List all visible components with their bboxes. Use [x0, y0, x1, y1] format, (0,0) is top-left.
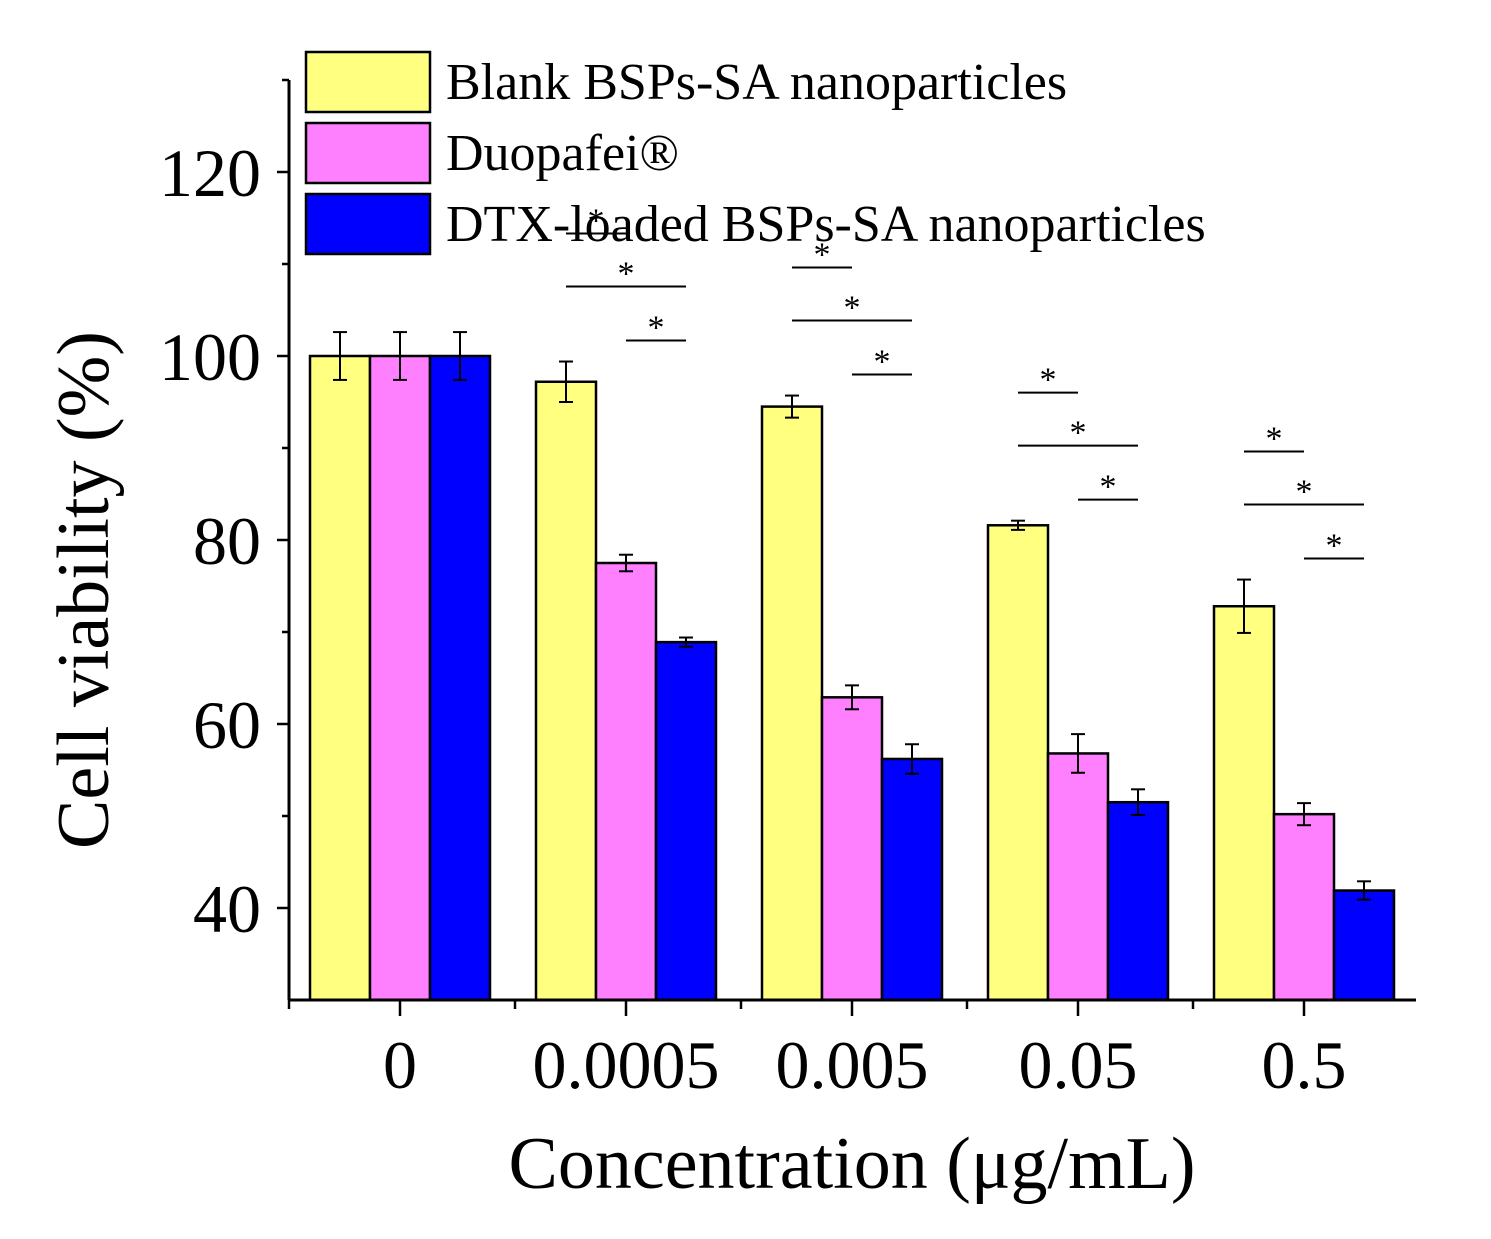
bar — [308, 354, 372, 1002]
error-bars-layer — [333, 331, 1371, 901]
legend-swatch — [304, 121, 432, 185]
legend-swatch — [304, 192, 432, 256]
bar — [594, 561, 658, 1002]
significance-star: * — [1326, 528, 1343, 565]
legend-label: Blank BSPs-SA nanoparticles — [446, 54, 1067, 111]
x-tick-label: 0.005 — [776, 1027, 929, 1103]
y-tick-label: 100 — [159, 319, 261, 395]
x-tick-label: 0.05 — [1019, 1027, 1138, 1103]
bar — [534, 380, 598, 1002]
significance-star: * — [874, 344, 891, 381]
bar — [1106, 800, 1170, 1002]
y-tick-label: 40 — [193, 871, 261, 947]
significance-star: * — [1100, 469, 1117, 506]
bar — [654, 640, 718, 1002]
legend-label: Duopafei® — [446, 125, 679, 182]
significance-star: * — [1070, 415, 1087, 452]
bars-layer — [308, 354, 1396, 1002]
bar — [1332, 889, 1396, 1002]
significance-star: * — [1266, 421, 1283, 458]
y-tick-label: 60 — [193, 687, 261, 763]
significance-star: * — [814, 237, 831, 274]
significance-star: * — [648, 310, 665, 347]
x-tick-label: 0.0005 — [533, 1027, 720, 1103]
significance-star: * — [588, 203, 605, 240]
bar — [820, 696, 884, 1002]
bar — [1212, 604, 1276, 1002]
y-axis-title: Cell viability (%) — [43, 331, 125, 849]
significance-star: * — [844, 290, 861, 327]
legend-label: DTX-loaded BSPs-SA nanoparticles — [446, 196, 1206, 253]
significance-star: * — [1296, 474, 1313, 511]
axes-layer: 40 60 80 100 120 0 0.0005 0.005 0.05 0.5 — [159, 78, 1416, 1103]
y-tick-label: 80 — [193, 503, 261, 579]
significance-star: * — [1040, 362, 1057, 399]
bar — [368, 354, 432, 1002]
bar — [428, 354, 492, 1002]
legend-swatch — [304, 50, 432, 114]
bar — [1272, 812, 1336, 1002]
x-tick-label: 0.5 — [1262, 1027, 1347, 1103]
bar — [986, 524, 1050, 1002]
x-axis-title: Concentration (μg/mL) — [509, 1123, 1196, 1205]
bar — [880, 757, 944, 1002]
significance-star: * — [618, 256, 635, 293]
x-tick-label: 0 — [383, 1027, 417, 1103]
bar — [760, 405, 824, 1002]
bar — [1046, 752, 1110, 1002]
y-tick-label: 120 — [159, 135, 261, 211]
legend: Blank BSPs-SA nanoparticles Duopafei® DTX-… — [304, 50, 1206, 256]
significance-layer: * * * * * * * * * * * * — [566, 203, 1364, 565]
